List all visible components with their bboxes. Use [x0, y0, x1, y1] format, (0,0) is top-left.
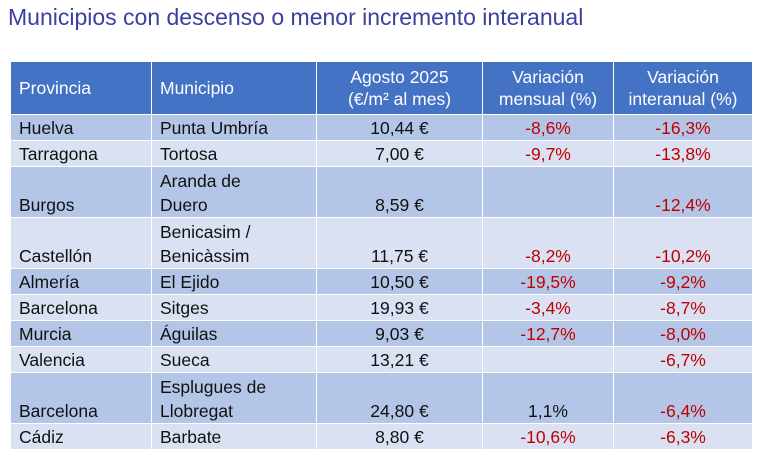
header-provincia: Provincia	[10, 61, 152, 115]
cell-municipio: Esplugues de Llobregat	[151, 372, 317, 424]
municipio-line1: El Ejido	[160, 272, 220, 292]
cell-precio: 11,75 €	[316, 217, 483, 269]
table-row: Barcelona Esplugues de Llobregat 24,80 €1,1…	[10, 372, 753, 424]
cell-variacion-interanual: -10,2%	[613, 217, 753, 269]
header-municipio: Municipio	[151, 61, 317, 115]
data-table: Provincia Municipio Agosto 2025 (€/m² al…	[10, 61, 753, 450]
cell-variacion-interanual: -9,2%	[613, 268, 753, 295]
cell-provincia: Murcia	[10, 320, 152, 347]
header-mensual: Variación mensual (%)	[482, 61, 614, 115]
cell-municipio: Águilas	[151, 320, 317, 347]
cell-variacion-mensual: 1,1%	[482, 372, 614, 424]
cell-municipio: Benicasim / Benicàssim	[151, 217, 317, 269]
cell-precio: 24,80 €	[316, 372, 483, 424]
cell-municipio: Aranda de Duero	[151, 166, 317, 218]
cell-municipio: El Ejido	[151, 268, 317, 295]
table-row: Burgos Aranda de Duero 8,59 € -12,4%	[10, 166, 753, 218]
cell-variacion-mensual	[482, 346, 614, 373]
table-row: Cádiz Barbate 8,80 € -10,6% -6,3%	[10, 423, 753, 450]
municipio-line1: Sueca	[160, 350, 210, 370]
cell-variacion-interanual: -12,4%	[613, 166, 753, 218]
cell-municipio: Sitges	[151, 294, 317, 321]
cell-variacion-interanual: -13,8%	[613, 140, 753, 167]
table-row: Valencia Sueca 13,21 € -6,7%	[10, 346, 753, 373]
cell-variacion-interanual: -6,7%	[613, 346, 753, 373]
cell-provincia: Valencia	[10, 346, 152, 373]
header-mensual-line1: Variación	[512, 67, 584, 87]
cell-variacion-mensual: -3,4%	[482, 294, 614, 321]
cell-provincia: Burgos	[10, 166, 152, 218]
municipio-line1: Tortosa	[160, 144, 218, 164]
cell-variacion-interanual: -6,4%	[613, 372, 753, 424]
cell-municipio: Tortosa	[151, 140, 317, 167]
cell-provincia: Barcelona	[10, 294, 152, 321]
cell-provincia: Huelva	[10, 114, 152, 141]
header-agosto-line1: Agosto 2025	[350, 67, 449, 87]
cell-precio: 19,93 €	[316, 294, 483, 321]
municipio-line2: Benicàssim	[160, 246, 250, 266]
cell-precio: 9,03 €	[316, 320, 483, 347]
municipio-line2: Llobregat	[160, 401, 233, 421]
cell-variacion-interanual: -6,3%	[613, 423, 753, 450]
cell-precio: 8,59 €	[316, 166, 483, 218]
cell-provincia: Cádiz	[10, 423, 152, 450]
cell-precio: 13,21 €	[316, 346, 483, 373]
table-row: Almería El Ejido 10,50 € -19,5% -9,2%	[10, 268, 753, 295]
municipio-line1: Sitges	[160, 298, 209, 318]
header-interanual-line2: interanual (%)	[628, 89, 738, 109]
cell-variacion-mensual: -12,7%	[482, 320, 614, 347]
municipio-line2: Duero	[160, 195, 208, 215]
cell-precio: 10,44 €	[316, 114, 483, 141]
header-mensual-line2: mensual (%)	[498, 89, 598, 109]
table-row: Barcelona Sitges 19,93 € -3,4% -8,7%	[10, 294, 753, 321]
cell-variacion-mensual: -8,2%	[482, 217, 614, 269]
cell-municipio: Sueca	[151, 346, 317, 373]
cell-variacion-interanual: -8,7%	[613, 294, 753, 321]
header-interanual: Variación interanual (%)	[613, 61, 753, 115]
cell-provincia: Castellón	[10, 217, 152, 269]
cell-municipio: Punta Umbría	[151, 114, 317, 141]
cell-variacion-mensual: -19,5%	[482, 268, 614, 295]
cell-provincia: Tarragona	[10, 140, 152, 167]
municipio-line1: Aranda de	[160, 171, 241, 191]
table-row: Castellón Benicasim / Benicàssim 11,75 € -8,…	[10, 217, 753, 269]
cell-municipio: Barbate	[151, 423, 317, 450]
cell-precio: 7,00 €	[316, 140, 483, 167]
municipio-line1: Benicasim /	[160, 222, 251, 242]
header-interanual-line1: Variación	[647, 67, 719, 87]
table-row: Huelva Punta Umbría 10,44 € -8,6% -16,3%	[10, 114, 753, 141]
cell-precio: 10,50 €	[316, 268, 483, 295]
cell-provincia: Almería	[10, 268, 152, 295]
cell-variacion-mensual: -10,6%	[482, 423, 614, 450]
municipio-line1: Esplugues de	[160, 377, 267, 397]
cell-variacion-interanual: -16,3%	[613, 114, 753, 141]
cell-variacion-interanual: -8,0%	[613, 320, 753, 347]
cell-precio: 8,80 €	[316, 423, 483, 450]
header-agosto-line2: (€/m² al mes)	[347, 89, 452, 109]
municipio-line1: Barbate	[160, 427, 222, 447]
header-agosto: Agosto 2025 (€/m² al mes)	[316, 61, 483, 115]
municipio-line1: Águilas	[160, 324, 218, 344]
cell-provincia: Barcelona	[10, 372, 152, 424]
cell-variacion-mensual: -9,7%	[482, 140, 614, 167]
table-header-row: Provincia Municipio Agosto 2025 (€/m² al…	[10, 61, 753, 115]
table-row: Murcia Águilas 9,03 € -12,7% -8,0%	[10, 320, 753, 347]
cell-variacion-mensual: -8,6%	[482, 114, 614, 141]
cell-variacion-mensual	[482, 166, 614, 218]
table-row: Tarragona Tortosa 7,00 € -9,7% -13,8%	[10, 140, 753, 167]
page-title: Municipios con descenso o menor incremen…	[8, 4, 584, 30]
municipio-line1: Punta Umbría	[160, 118, 268, 138]
